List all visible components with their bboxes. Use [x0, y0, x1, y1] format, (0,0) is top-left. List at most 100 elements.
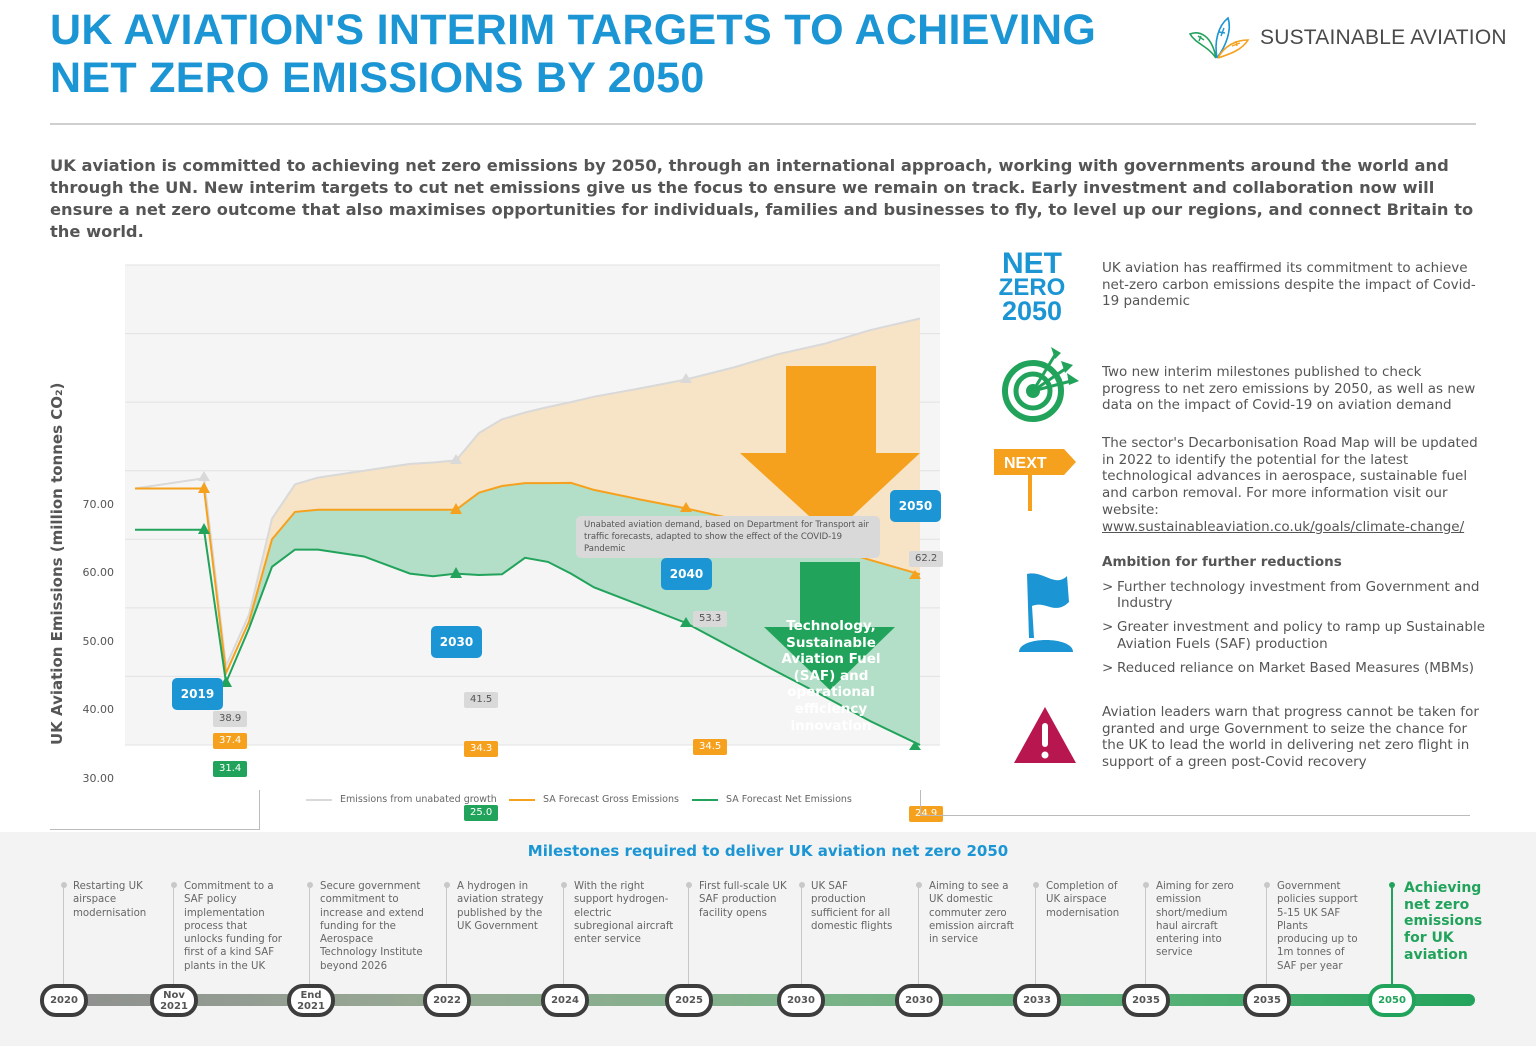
- milestone-stem: [918, 885, 919, 984]
- milestone-node: 2022: [423, 984, 471, 1017]
- key-point-text: Two new interim milestones published to …: [1102, 364, 1476, 414]
- net-zero-icon-line: ZERO: [998, 274, 1066, 301]
- milestone-stem: [1145, 885, 1146, 984]
- value-label: 31.4: [213, 761, 248, 777]
- value-label: 37.4: [213, 733, 248, 749]
- net-zero-icon-line: NET: [1002, 247, 1062, 280]
- value-label: 25.0: [464, 805, 499, 821]
- legend-swatch-orange: [509, 798, 535, 801]
- milestone-dot: [561, 882, 567, 888]
- milestone-dot: [799, 882, 805, 888]
- ambition-item: Reduced reliance on Market Based Measure…: [1102, 660, 1502, 677]
- data-point-markers: [198, 373, 921, 750]
- net-emissions-line: [135, 528, 921, 746]
- value-label: 24.9: [909, 806, 944, 822]
- milestone-stem: [801, 885, 802, 984]
- unabated-gross-gap-area: [249, 318, 920, 622]
- y-tick: 30.00: [82, 772, 115, 785]
- value-label: 53.3: [693, 611, 728, 627]
- sustainable-aviation-logo: SUSTAINABLE AVIATION: [1188, 16, 1507, 60]
- milestone-text-final: Achieving net zero emissions for UK avia…: [1404, 880, 1483, 963]
- milestone-node: 2020: [40, 984, 88, 1017]
- intro-paragraph: UK aviation is committed to achieving ne…: [50, 156, 1474, 241]
- y-tick: 60.00: [82, 566, 115, 579]
- y-axis-label: UK Aviation Emissions (million tonnes CO…: [48, 382, 66, 745]
- milestone-text: UK SAF production sufficient for all dom…: [811, 881, 893, 932]
- title-line-2: NET ZERO EMISSIONS BY 2050: [50, 54, 705, 102]
- net-zero-icon-line: 2050: [1001, 296, 1063, 326]
- emissions-chart: UK Aviation Emissions (million tonnes CO…: [0, 240, 980, 1019]
- chart-frame-right: [920, 790, 1470, 816]
- value-label: 34.5: [693, 739, 728, 755]
- milestone-dot: [307, 882, 313, 888]
- roadmap-text: The sector's Decarbonisation Road Map wi…: [1102, 435, 1478, 518]
- key-point-text: Aviation leaders warn that progress cann…: [1102, 704, 1479, 771]
- milestone-dot: [1143, 882, 1149, 888]
- milestone-node: 2035: [1243, 984, 1291, 1017]
- legend-swatch-green: [692, 798, 718, 801]
- milestone-node: 2030: [895, 984, 943, 1017]
- milestone-text: Aiming for zero emission short/medium ha…: [1156, 881, 1234, 959]
- value-label: 38.9: [213, 711, 248, 727]
- next-signpost-icon: NEXT: [994, 449, 1076, 511]
- ambition-item: Greater investment and policy to ramp up…: [1102, 619, 1502, 652]
- milestone-dot: [916, 882, 922, 888]
- header-divider: [50, 123, 1476, 125]
- milestone-text: Restarting UK airspace modernisation: [73, 881, 147, 919]
- title-line-1: UK AVIATION'S INTERIM TARGETS TO ACHIEVI…: [50, 6, 1097, 54]
- legend-swatch-gray: [306, 798, 332, 801]
- milestone-stem: [1035, 885, 1036, 984]
- milestone-node-final: 2050: [1368, 984, 1416, 1017]
- milestone-text: A hydrogen in aviation strategy publishe…: [457, 881, 544, 932]
- chart-frame-left: [50, 790, 260, 830]
- value-label: 34.3: [464, 741, 499, 757]
- milestone-node: 2024: [541, 984, 589, 1017]
- ambition-text: Ambition for further reductions Further …: [1102, 554, 1502, 683]
- legend-label: Emissions from unabated growth: [340, 794, 497, 805]
- milestone-dot: [1264, 882, 1270, 888]
- milestone-node: 2035: [1122, 984, 1170, 1017]
- milestone-node: 2030: [777, 984, 825, 1017]
- orange-down-arrow-shape: [740, 366, 920, 536]
- green-down-arrow-shape: [764, 562, 895, 690]
- key-point-text: UK aviation has reaffirmed its commitmen…: [1102, 260, 1476, 310]
- milestone-text: First full-scale UK SAF production facil…: [699, 881, 787, 919]
- y-tick: 40.00: [82, 703, 115, 716]
- milestone-text: Secure government commitment to increase…: [320, 881, 424, 972]
- flag-icon: [1019, 573, 1073, 652]
- next-label: NEXT: [1004, 455, 1047, 472]
- website-link[interactable]: www.sustainableaviation.co.uk/goals/clim…: [1102, 518, 1465, 535]
- milestone-dot: [171, 882, 177, 888]
- milestone-text: Completion of UK airspace modernisation: [1046, 881, 1120, 919]
- milestone-dot: [444, 882, 450, 888]
- milestone-stem: [1266, 885, 1267, 984]
- milestone-stem: [446, 885, 447, 984]
- year-box-2040: 2040: [661, 558, 712, 590]
- warning-triangle-icon: [1014, 707, 1076, 763]
- net-zero-2050-icon: NET ZERO 2050: [990, 247, 1074, 326]
- milestone-stem: [63, 885, 64, 984]
- milestone-dot: [1033, 882, 1039, 888]
- milestone-stem: [1391, 885, 1393, 984]
- milestone-stem: [309, 885, 310, 984]
- milestone-text: With the right support hydrogen-electric…: [574, 881, 674, 946]
- timeline-title: Milestones required to deliver UK aviati…: [527, 842, 1009, 860]
- value-label: 62.2: [909, 551, 944, 567]
- ambition-list: Further technology investment from Gover…: [1102, 579, 1502, 677]
- key-point-text: The sector's Decarbonisation Road Map wi…: [1102, 435, 1482, 535]
- milestone-text: Commitment to a SAF policy implementatio…: [184, 881, 282, 972]
- milestone-stem: [688, 885, 689, 984]
- milestone-stem: [563, 885, 564, 984]
- legend-unabated: Emissions from unabated growth: [306, 794, 497, 805]
- unabated-demand-note: Unabated aviation demand, based on Depar…: [576, 516, 880, 558]
- ambition-title: Ambition for further reductions: [1102, 554, 1342, 570]
- legend-label: SA Forecast Gross Emissions: [543, 794, 679, 805]
- milestone-node: End 2021: [287, 984, 335, 1017]
- year-box-2030: 2030: [431, 626, 482, 658]
- timeline-bar: [60, 994, 1475, 1006]
- page-title: UK AVIATION'S INTERIM TARGETS TO ACHIEVI…: [50, 6, 1096, 102]
- leaf-plane-logo-icon: [1188, 16, 1250, 59]
- milestone-text: Government policies support 5-15 UK SAF …: [1277, 881, 1358, 972]
- milestones-timeline: Milestones required to deliver UK aviati…: [0, 832, 1536, 1046]
- unabated-growth-line: [134, 317, 921, 670]
